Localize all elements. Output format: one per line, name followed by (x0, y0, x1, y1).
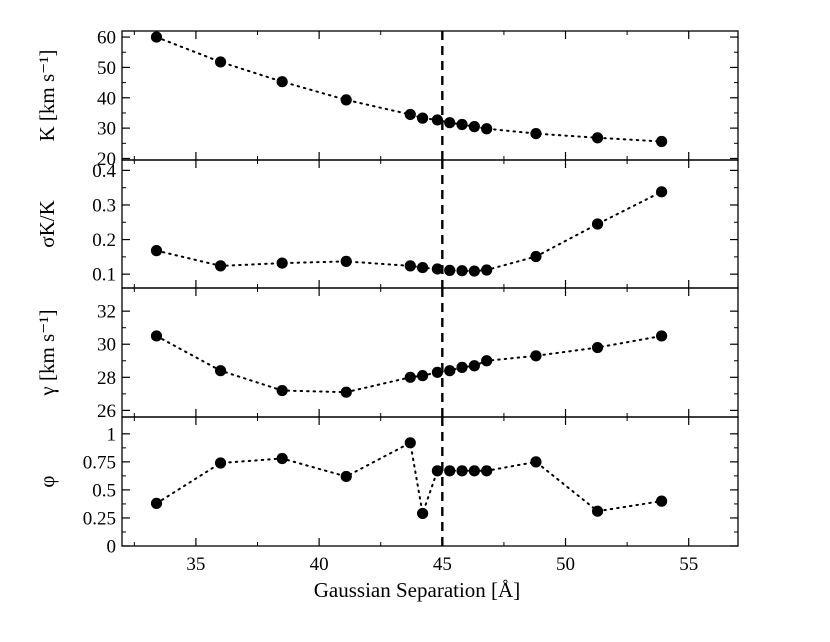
y-tick-label: 50 (97, 58, 116, 79)
x-axis-label: Gaussian Separation [Å] (314, 578, 520, 602)
y-tick-label: 0 (107, 537, 117, 558)
data-point (444, 117, 456, 129)
x-tick-label: 45 (433, 554, 452, 575)
data-point (468, 465, 480, 477)
data-point (456, 465, 468, 477)
data-point (530, 250, 542, 263)
series-line (155, 190, 663, 273)
data-point (530, 127, 542, 140)
panel-1: 20 30 40 50 60 K [km s⁻¹] (35, 28, 739, 170)
data-point (276, 257, 288, 269)
data-point (656, 330, 668, 342)
data-point (431, 114, 443, 126)
data-point (404, 108, 416, 121)
y-axis-label: φ (35, 475, 59, 487)
y-axis-label: K [km s⁻¹] (35, 49, 59, 141)
y-tick-label: 0.2 (92, 230, 116, 251)
data-point (468, 360, 480, 372)
y-tick-label: 60 (97, 28, 116, 49)
data-point (530, 456, 542, 468)
data-point (214, 365, 227, 377)
y-tick-label: 40 (97, 88, 116, 109)
data-point (214, 56, 227, 68)
data-point (468, 265, 480, 277)
data-point (456, 118, 468, 131)
data-point (404, 371, 416, 383)
data-point (591, 218, 604, 230)
y-tick-label: 0.4 (92, 161, 116, 182)
data-point (276, 452, 288, 465)
data-point (340, 94, 352, 106)
data-point (417, 261, 429, 274)
y-tick-label: 32 (97, 302, 116, 323)
data-point (214, 260, 227, 272)
data-point (404, 260, 416, 272)
y-axis-label: σK/K (35, 200, 59, 248)
x-tick-label: 35 (186, 554, 205, 575)
data-point (444, 264, 456, 276)
y-tick-label: 30 (97, 119, 116, 140)
data-point (214, 457, 227, 469)
y-axis-label: γ [km s⁻¹] (35, 309, 59, 396)
data-point (481, 264, 493, 276)
data-point (481, 123, 493, 135)
data-point (656, 186, 668, 198)
data-point (591, 505, 604, 517)
y-tick-label: 20 (97, 149, 116, 170)
y-tick-label: 0.3 (92, 195, 116, 216)
panel-frame (121, 159, 739, 289)
panels-layer: 20 30 40 50 60 K [km s⁻¹] 0.1 0.2 0.3 0.4 σK/K 26 28… (35, 28, 739, 575)
data-point (417, 370, 429, 382)
x-tick-label: 40 (310, 554, 329, 575)
y-tick-label: 28 (97, 368, 116, 389)
data-point (481, 355, 493, 367)
data-point (150, 497, 163, 509)
data-point (276, 384, 288, 397)
series-line (155, 335, 663, 394)
data-point (417, 507, 429, 520)
data-point (276, 76, 288, 88)
data-point (340, 386, 352, 398)
data-point (591, 341, 604, 354)
y-tick-label: 1 (107, 424, 117, 445)
data-point (431, 465, 443, 477)
data-point (468, 121, 480, 133)
data-point (481, 465, 493, 477)
data-point (431, 263, 443, 275)
x-tick-label: 50 (556, 554, 575, 575)
data-point (656, 135, 668, 148)
panel-frame (121, 287, 739, 418)
data-point (530, 350, 542, 362)
data-point (456, 361, 468, 373)
data-point (150, 330, 163, 342)
panel-frame (121, 416, 739, 547)
data-point (150, 245, 163, 257)
data-point (404, 437, 416, 449)
y-tick-label: 0.25 (83, 508, 116, 529)
data-point (340, 255, 352, 267)
data-point (444, 465, 456, 477)
series-line (155, 36, 663, 143)
data-point (340, 470, 352, 483)
y-tick-label: 0.75 (83, 452, 116, 473)
data-point (444, 365, 456, 377)
data-point (417, 112, 429, 124)
series-line (155, 441, 663, 518)
panel-2: 0.1 0.2 0.3 0.4 σK/K (35, 159, 739, 289)
y-tick-label: 26 (97, 401, 116, 422)
panel-3: 26 28 30 32 γ [km s⁻¹] (35, 287, 739, 422)
y-tick-label: 0.5 (92, 480, 116, 501)
panel-4: 0 0.25 0.5 0.75 1 φ 35 40 45 50 55 (35, 416, 739, 575)
data-point (456, 265, 468, 277)
data-point (656, 495, 668, 507)
x-tick-label: 55 (679, 554, 698, 575)
data-point (150, 31, 163, 43)
y-tick-label: 0.1 (92, 265, 116, 286)
y-tick-label: 30 (97, 335, 116, 356)
data-point (431, 366, 443, 378)
data-point (591, 132, 604, 144)
